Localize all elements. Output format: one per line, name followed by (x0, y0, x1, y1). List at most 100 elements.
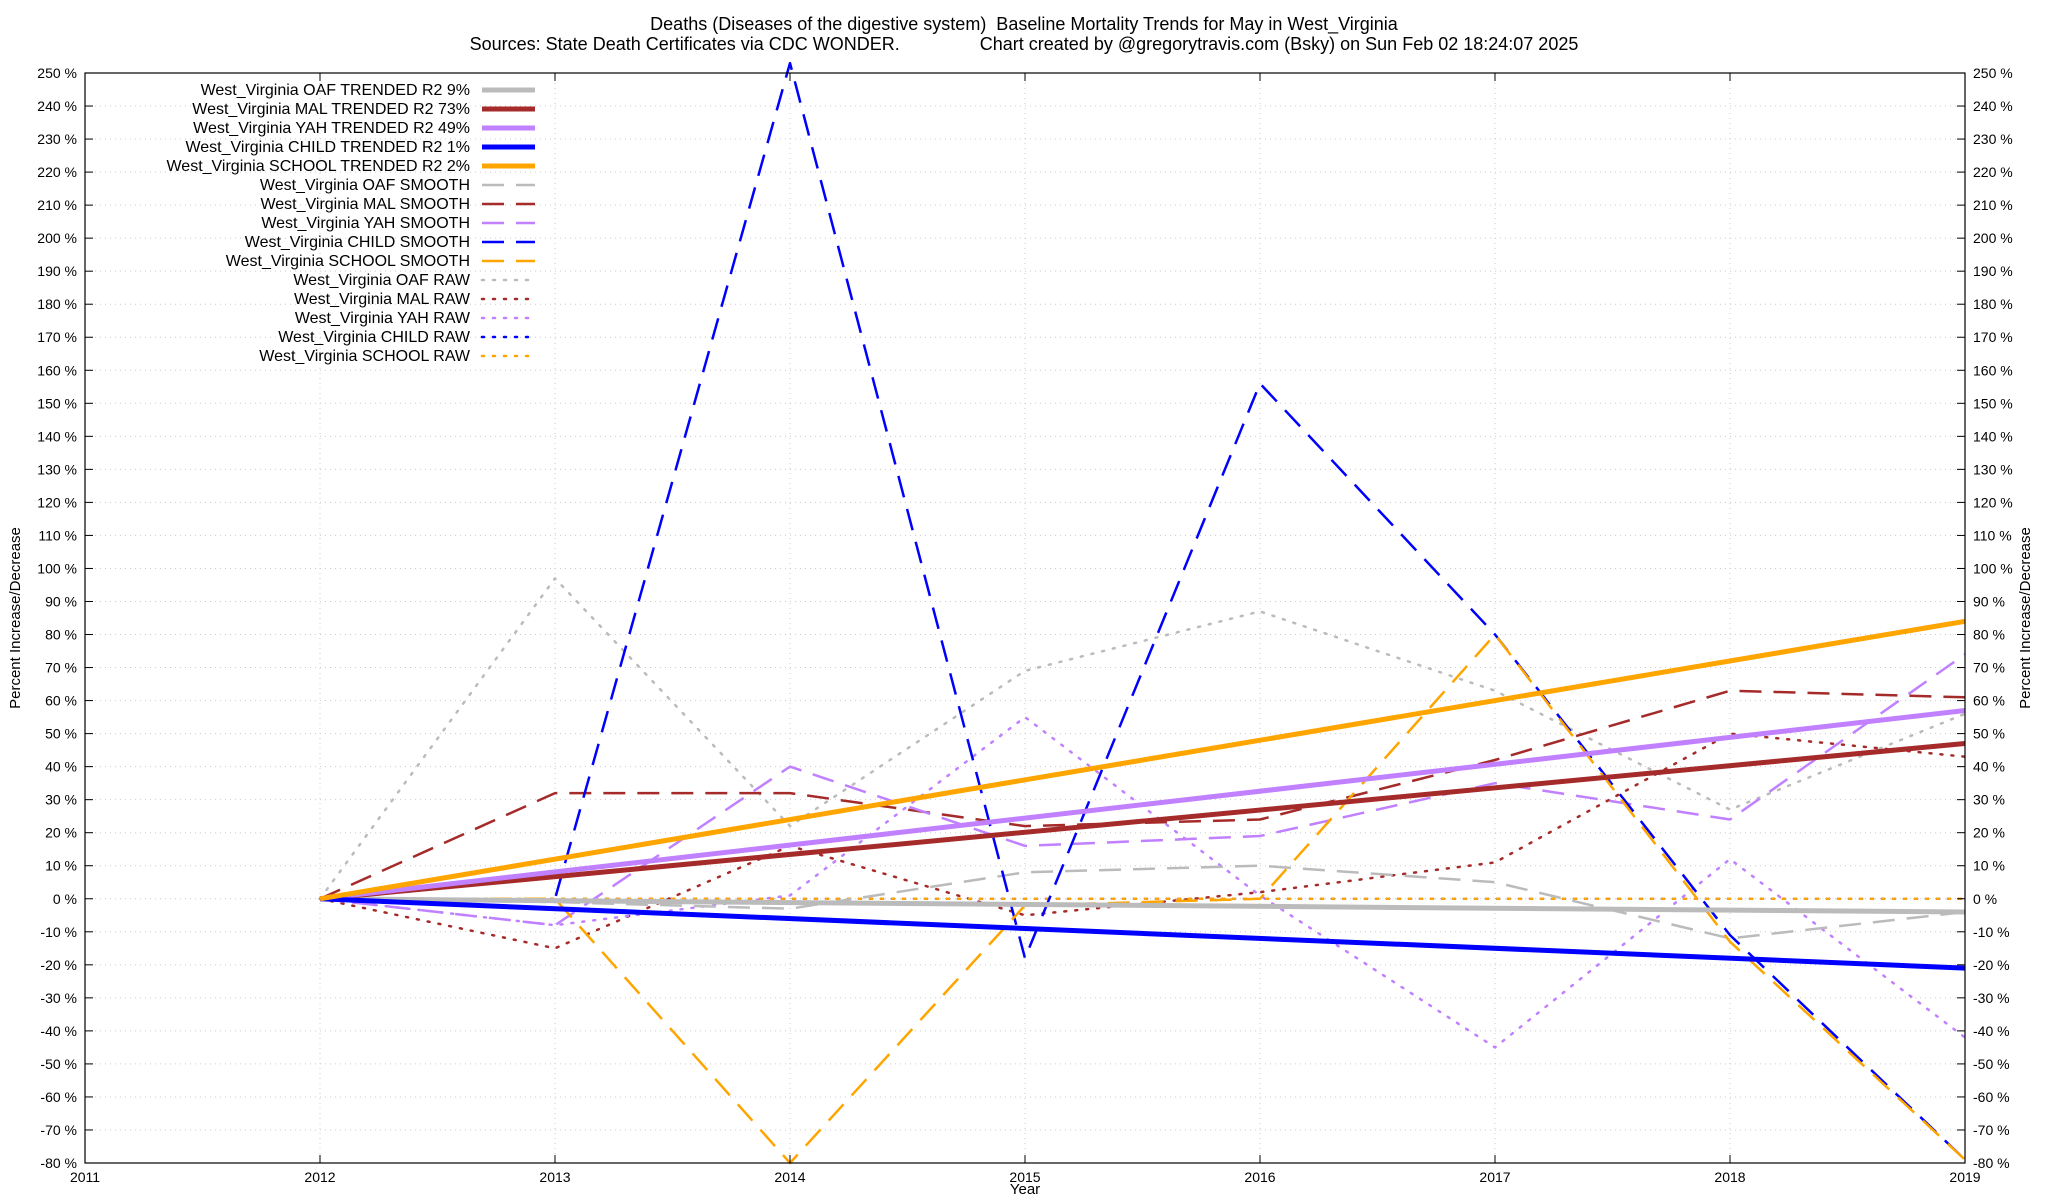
legend-label: West_Virginia CHILD SMOOTH (245, 234, 470, 251)
y-tick-label: 30 % (45, 792, 77, 808)
y-tick-label: 20 % (45, 825, 77, 841)
y2-axis-label: Percent Increase/Decrease (2017, 527, 2034, 709)
legend-label: West_Virginia YAH TRENDED R2 49% (193, 120, 470, 137)
y-tick-label: 180 % (37, 296, 77, 312)
y2-tick-label: 60 % (1973, 693, 2005, 709)
y2-tick-label: -20 % (1973, 957, 2010, 973)
y2-tick-label: 40 % (1973, 759, 2005, 775)
x-tick-label: 2013 (539, 1169, 570, 1185)
y2-tick-label: 200 % (1973, 230, 2013, 246)
x-tick-label: 2011 (70, 1169, 100, 1185)
series-line (320, 633, 1966, 1165)
y-tick-label: 160 % (37, 362, 77, 378)
y2-tick-label: 130 % (1973, 461, 2013, 477)
legend-label: West_Virginia OAF TRENDED R2 9% (201, 82, 470, 99)
y2-tick-label: 210 % (1973, 197, 2013, 213)
x-tick-label: 2018 (1714, 1169, 1745, 1185)
series-line (318, 577, 1967, 901)
y-tick-label: 170 % (37, 329, 77, 345)
y2-tick-label: 30 % (1973, 792, 2005, 808)
x-tick-label: 2012 (304, 1169, 335, 1185)
y-tick-label: 140 % (37, 428, 77, 444)
y-tick-label: 130 % (37, 461, 77, 477)
legend-label: West_Virginia CHILD RAW (278, 329, 471, 346)
y2-tick-label: 190 % (1973, 263, 2013, 279)
legend-label: West_Virginia MAL SMOOTH (260, 196, 470, 213)
axis-ticks: 2011 2012 2013 2014 2015 2016 2017 2018 2019 250 … (37, 65, 2012, 1185)
series-line (319, 708, 1966, 902)
y-tick-label: -70 % (40, 1122, 77, 1138)
y2-tick-label: 150 % (1973, 395, 2013, 411)
y-tick-label: 70 % (45, 660, 77, 676)
y-tick-label: 50 % (45, 726, 77, 742)
legend-label: West_Virginia SCHOOL RAW (259, 348, 471, 365)
legend-label: West_Virginia SCHOOL SMOOTH (226, 253, 470, 270)
x-tick-label: 2016 (1244, 1169, 1275, 1185)
y-tick-label: 200 % (37, 230, 77, 246)
y-tick-label: 240 % (37, 98, 77, 114)
x-tick-label: 2019 (1949, 1169, 1980, 1185)
chart-title: Deaths (Diseases of the digestive system… (650, 14, 1398, 34)
y2-tick-label: 20 % (1973, 825, 2005, 841)
x-tick-label: 2014 (774, 1169, 805, 1185)
y2-tick-label: 100 % (1973, 560, 2013, 576)
y-tick-label: -60 % (40, 1089, 77, 1105)
y2-tick-label: 180 % (1973, 296, 2013, 312)
y2-tick-label: 160 % (1973, 362, 2013, 378)
y-tick-label: -30 % (40, 990, 77, 1006)
y-tick-label: 120 % (37, 494, 77, 510)
series-line (320, 61, 1966, 1161)
y-tick-label: 150 % (37, 395, 77, 411)
y2-tick-label: 50 % (1973, 726, 2005, 742)
y-tick-label: -40 % (40, 1023, 77, 1039)
series-line (319, 618, 1966, 902)
y2-tick-label: 140 % (1973, 428, 2013, 444)
y-tick-label: -80 % (40, 1155, 77, 1171)
series-line (319, 896, 1966, 915)
y2-tick-label: 170 % (1973, 329, 2013, 345)
legend-label: West_Virginia CHILD TRENDED R2 1% (185, 139, 470, 156)
y2-tick-label: -60 % (1973, 1089, 2010, 1105)
y-tick-label: -10 % (40, 924, 77, 940)
legend-label: West_Virginia OAF SMOOTH (260, 177, 470, 194)
y-tick-label: 190 % (37, 263, 77, 279)
series-line (319, 741, 1966, 902)
y2-tick-label: 110 % (1973, 527, 2012, 543)
y2-tick-label: -30 % (1973, 990, 2010, 1006)
y-tick-label: 80 % (45, 627, 77, 643)
y-tick-label: 40 % (45, 759, 77, 775)
y2-tick-label: -50 % (1973, 1056, 2010, 1072)
y2-tick-label: 220 % (1973, 164, 2013, 180)
legend-label: West_Virginia OAF RAW (293, 272, 471, 289)
x-axis-label: Year (1010, 1181, 1040, 1198)
chart-subtitle: Sources: State Death Certificates via CD… (469, 34, 1579, 54)
legend-label: West_Virginia SCHOOL TRENDED R2 2% (166, 158, 470, 175)
y2-tick-label: 230 % (1973, 131, 2013, 147)
series-layer (318, 61, 1967, 1165)
y-tick-label: 100 % (37, 560, 77, 576)
legend-label: West_Virginia MAL TRENDED R2 73% (192, 101, 470, 118)
y2-tick-label: 0 % (1973, 891, 1997, 907)
y2-tick-label: 250 % (1973, 65, 2013, 81)
y2-tick-label: 10 % (1973, 858, 2005, 874)
x-tick-label: 2017 (1479, 1169, 1510, 1185)
y-axis-label: Percent Increase/Decrease (7, 527, 24, 709)
y-tick-label: 110 % (38, 527, 77, 543)
y2-tick-label: -80 % (1973, 1155, 2010, 1171)
x-tick-label: 2015 (1009, 1169, 1040, 1185)
series-line (319, 896, 1966, 971)
y2-tick-label: 120 % (1973, 494, 2013, 510)
legend-label: West_Virginia YAH RAW (295, 310, 471, 327)
legend-label: West_Virginia MAL RAW (294, 291, 471, 308)
series-line (319, 689, 1966, 900)
y-tick-label: 210 % (37, 197, 77, 213)
legend: West_Virginia OAF TRENDED R2 9% West_Virg… (166, 82, 537, 365)
y2-tick-label: 90 % (1973, 593, 2005, 609)
y-tick-label: 250 % (37, 65, 77, 81)
legend-label: West_Virginia YAH SMOOTH (261, 215, 470, 232)
y-tick-label: 220 % (37, 164, 77, 180)
y-tick-label: 230 % (37, 131, 77, 147)
y-tick-label: -50 % (40, 1056, 77, 1072)
y2-tick-label: 80 % (1973, 627, 2005, 643)
